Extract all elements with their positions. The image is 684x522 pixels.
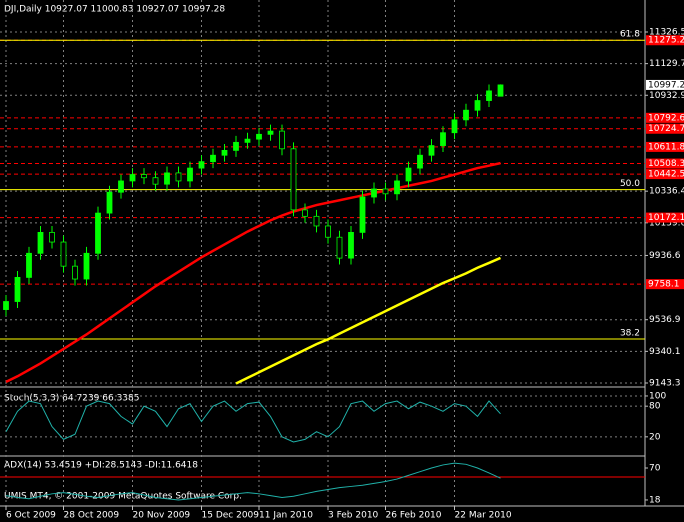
candle-body: [348, 231, 354, 259]
bid-box: [646, 79, 684, 90]
candle-body: [382, 188, 389, 195]
indicator-line: [5, 462, 501, 501]
y-tick-label: 9936.6: [649, 251, 681, 261]
candle-body: [152, 177, 159, 185]
candle-body: [417, 154, 423, 169]
candle-body: [83, 252, 90, 280]
level-box: [646, 141, 684, 152]
level-box: [646, 112, 684, 123]
fib-label: 50.0: [620, 179, 640, 189]
candle-body: [359, 196, 366, 233]
indicator-line: [235, 256, 501, 385]
y-tick-label: 18: [649, 495, 661, 505]
x-tick-label: 11 Jan 2010: [259, 511, 313, 521]
stoch-title: Stoch(5,3,3) 64.7239 66.3385: [4, 394, 139, 404]
fib-label: 61.8: [620, 30, 640, 40]
y-tick-label: 10336.4: [649, 187, 684, 197]
candle-body: [118, 180, 124, 193]
candle-body: [336, 236, 343, 259]
candle-body: [14, 277, 21, 302]
y-tick-label: 70: [649, 464, 661, 474]
copyright: UMIS MT4, © 2001-2009 MetaQuotes Softwar…: [4, 492, 242, 502]
x-tick-label: 26 Feb 2010: [386, 511, 442, 521]
candle-body: [175, 172, 182, 182]
y-tick-label: 9536.9: [649, 315, 681, 325]
candle-body: [129, 174, 136, 182]
candle-body: [26, 252, 32, 278]
indicator-line: [5, 161, 501, 384]
candle-body: [371, 188, 377, 198]
level-label: 10792.6: [648, 113, 684, 123]
candle-body: [198, 161, 205, 169]
candle-body: [244, 138, 251, 143]
candle-body: [106, 191, 113, 214]
y-tick-label: 80: [649, 402, 661, 412]
candle-body: [267, 130, 274, 135]
candle-body: [394, 180, 400, 195]
x-tick-label: 20 Nov 2009: [133, 511, 191, 521]
x-tick-label: 6 Oct 2009: [6, 511, 56, 521]
candle-body: [440, 132, 446, 146]
bid-label: 10997.2: [648, 80, 684, 90]
level-box: [646, 35, 684, 46]
candle-body: [141, 174, 147, 179]
fib-label: 38.2: [620, 328, 640, 338]
candle-body: [325, 225, 331, 238]
candle-body: [60, 241, 67, 267]
level-box: [646, 212, 684, 223]
candle-body: [451, 119, 458, 134]
y-tick-label: 10139.6: [649, 218, 684, 228]
candle-body: [37, 231, 44, 254]
level-label: 10172.1: [648, 213, 684, 223]
candle-body: [233, 141, 239, 151]
candle-body: [428, 145, 435, 156]
level-box: [646, 123, 684, 134]
indicator-line: [5, 400, 501, 443]
candle-body: [72, 265, 78, 280]
level-label: 9758.1: [648, 280, 680, 290]
candle-body: [210, 154, 216, 163]
candle-body: [405, 167, 412, 182]
candle-body: [187, 167, 193, 182]
adx-title: ADX(14) 53.4519 +DI:28.5143 -DI:11.6418: [4, 461, 198, 471]
x-tick-label: 3 Feb 2010: [328, 511, 379, 521]
candle-body: [49, 231, 55, 243]
candle-body: [463, 109, 469, 121]
x-tick-label: 22 Mar 2010: [455, 511, 512, 521]
candle-body: [313, 215, 320, 227]
level-box: [646, 169, 684, 180]
y-tick-label: 11129.7: [649, 59, 684, 69]
y-tick-label: 10932.9: [649, 91, 684, 101]
candle-body: [279, 130, 285, 150]
candle-body: [221, 150, 228, 156]
x-tick-label: 15 Dec 2009: [202, 511, 260, 521]
y-tick-label: 9340.1: [649, 347, 681, 357]
candle-body: [302, 209, 308, 217]
level-box: [646, 158, 684, 169]
candle-body: [256, 133, 262, 140]
candle-body: [95, 212, 101, 254]
x-tick-label: 28 Oct 2009: [64, 511, 120, 521]
y-tick-label: 9143.3: [649, 378, 681, 388]
level-label: 10724.7: [648, 124, 684, 134]
candle-body: [474, 100, 481, 111]
candle-body: [3, 301, 9, 310]
level-label: 10611.8: [648, 142, 684, 152]
level-label: 11275.2: [648, 36, 684, 46]
level-box: [646, 279, 684, 290]
chart-title: DJI,Daily 10927.07 11000.83 10927.07 109…: [4, 5, 225, 15]
candle-body: [164, 172, 170, 185]
candle-body: [486, 90, 492, 101]
level-label: 10508.3: [648, 159, 684, 169]
y-tick-label: 20: [649, 432, 661, 442]
level-label: 10442.5: [648, 170, 684, 180]
y-tick-label: 11326.5: [649, 27, 684, 37]
candle-body: [290, 148, 297, 211]
y-tick-label: 100: [649, 391, 666, 401]
candle-body: [497, 84, 504, 97]
